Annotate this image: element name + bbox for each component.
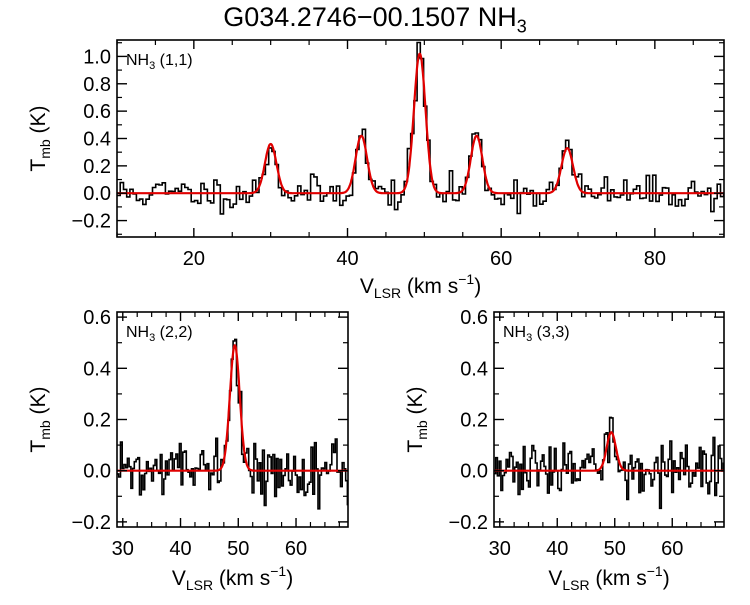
nh3-22-fit-curve	[117, 343, 348, 472]
nh3-11-xtick-label: 20	[183, 248, 205, 270]
nh3-22-panel-label-subscript: 3	[149, 332, 155, 344]
nh3-33-xtick-label: 30	[489, 538, 511, 560]
nh3-11-panel-label: NH3 (1,1)	[126, 52, 193, 72]
nh3-22-y-axis-label: Tmb (K)	[27, 386, 53, 452]
nh3-33-panel-label-subscript: 3	[526, 332, 532, 344]
nh3-22-ytick-label: 0.2	[83, 410, 111, 432]
nh3-11-ylabel-unit: (K)	[27, 105, 50, 139]
nh3-33-ytick-label: 0.6	[460, 307, 488, 329]
nh3-11-xlabel-text: V	[360, 275, 374, 298]
nh3-11-xlabel-close: )	[474, 275, 481, 298]
nh3-11-ylabel-text: T	[27, 159, 50, 172]
figure-title-text: G034.2746−00.1507 NH	[223, 2, 517, 32]
nh3-33-xlabel-text: V	[548, 567, 562, 590]
nh3-22-observed-spectrum	[117, 338, 348, 510]
nh3-22-ytick-label: 0.0	[83, 461, 111, 483]
nh3-22-ytick-label: 0.6	[83, 307, 111, 329]
nh3-33-ylabel-subscript: mb	[414, 420, 430, 440]
nh3-22-ytick-label: −0.2	[72, 512, 111, 534]
nh3-22-panel: 30 40 50 60 −0.2 0.0 0.2 0.4 0.6 NH3 (2,2) VLSR (k…	[27, 307, 349, 593]
nh3-11-ytick-label: 0.2	[83, 156, 111, 178]
nh3-22-xtick-label: 50	[227, 538, 249, 560]
nh3-11-frame	[116, 39, 725, 238]
nh3-33-xlabel-unit: (km s	[590, 567, 647, 590]
nh3-11-xlabel-subscript: LSR	[374, 285, 401, 301]
nh3-11-panel: 20 40 60 80 −0.2 0.0 0.2 0.4 0.6 0.8 1.0 NH3 (1,1) V…	[27, 39, 725, 301]
nh3-11-ytick-label: 1.0	[83, 46, 111, 68]
nh3-22-panel-label-transition: (2,2)	[155, 324, 192, 341]
nh3-33-observed-spectrum	[494, 416, 724, 510]
nh3-11-ytick-label: 0.8	[83, 74, 111, 96]
nh3-22-ylabel-subscript: mb	[37, 420, 53, 440]
nh3-33-fit-curve	[494, 431, 724, 472]
nh3-33-xlabel-superscript: −1	[647, 563, 663, 579]
nh3-11-fit-curve	[117, 52, 724, 195]
nh3-33-xtick-label: 50	[604, 538, 626, 560]
nh3-22-ylabel-unit: (K)	[27, 386, 50, 420]
nh3-33-panel-label: NH3 (3,3)	[503, 324, 570, 344]
nh3-33-ylabel-unit: (K)	[404, 386, 427, 420]
nh3-33-ytick-label: 0.2	[460, 410, 488, 432]
nh3-33-panel-label-text: NH	[503, 324, 526, 341]
nh3-11-xtick-label: 60	[490, 248, 512, 270]
nh3-22-xtick-label: 30	[112, 538, 134, 560]
nh3-22-xlabel-text: V	[172, 567, 186, 590]
nh3-22-x-axis-label: VLSR (km s−1)	[172, 563, 293, 593]
nh3-11-ytick-label: −0.2	[72, 211, 111, 233]
nh3-22-ylabel-text: T	[27, 440, 50, 453]
nh3-11-ytick-label: 0.0	[83, 183, 111, 205]
nh3-33-y-axis-label: Tmb (K)	[404, 386, 430, 452]
nh3-33-ylabel-text: T	[404, 440, 427, 453]
nh3-11-panel-label-subscript: 3	[149, 60, 155, 72]
nh3-11-panel-label-text: NH	[126, 52, 149, 69]
nh3-33-ytick-label: −0.2	[449, 512, 488, 534]
nh3-11-x-axis-label: VLSR (km s−1)	[360, 271, 481, 301]
figure-title-subscript: 3	[516, 16, 527, 37]
nh3-22-ytick-label: 0.4	[83, 358, 111, 380]
nh3-33-panel-label-transition: (3,3)	[532, 324, 569, 341]
nh3-22-xlabel-close: )	[286, 567, 293, 590]
nh3-22-xlabel-unit: (km s	[213, 567, 270, 590]
nh3-33-xtick-label: 60	[661, 538, 683, 560]
nh3-22-xlabel-superscript: −1	[270, 563, 286, 579]
nh3-11-ytick-label: 0.4	[83, 129, 111, 151]
nh3-22-xtick-label: 60	[285, 538, 307, 560]
nh3-11-xtick-label: 40	[336, 248, 358, 270]
nh3-22-panel-label: NH3 (2,2)	[126, 324, 193, 344]
nh3-33-xlabel-close: )	[663, 567, 670, 590]
nh3-33-ytick-label: 0.4	[460, 358, 488, 380]
nh3-22-xtick-label: 40	[169, 538, 191, 560]
nh3-22-xlabel-subscript: LSR	[186, 577, 213, 593]
nh3-33-xtick-label: 40	[546, 538, 568, 560]
nh3-11-y-axis-label: Tmb (K)	[27, 105, 53, 171]
nh3-11-panel-label-transition: (1,1)	[155, 52, 192, 69]
nh3-22-panel-label-text: NH	[126, 324, 149, 341]
nh3-33-ytick-label: 0.0	[460, 461, 488, 483]
nh3-11-observed-spectrum	[117, 41, 724, 215]
nh3-11-xlabel-unit: (km s	[401, 275, 458, 298]
nh3-11-xlabel-superscript: −1	[458, 271, 474, 287]
nh3-33-x-axis-label: VLSR (km s−1)	[548, 563, 669, 593]
nh3-33-panel: 30 40 50 60 −0.2 0.0 0.2 0.4 0.6 NH3 (3,3) VLSR (k…	[404, 307, 725, 593]
nh3-11-xtick-label: 80	[644, 248, 666, 270]
nh3-11-ytick-label: 0.6	[83, 101, 111, 123]
nh3-11-ylabel-subscript: mb	[37, 139, 53, 159]
nh3-33-xlabel-subscript: LSR	[562, 577, 589, 593]
figure-title: G034.2746−00.1507 NH3	[0, 2, 750, 37]
